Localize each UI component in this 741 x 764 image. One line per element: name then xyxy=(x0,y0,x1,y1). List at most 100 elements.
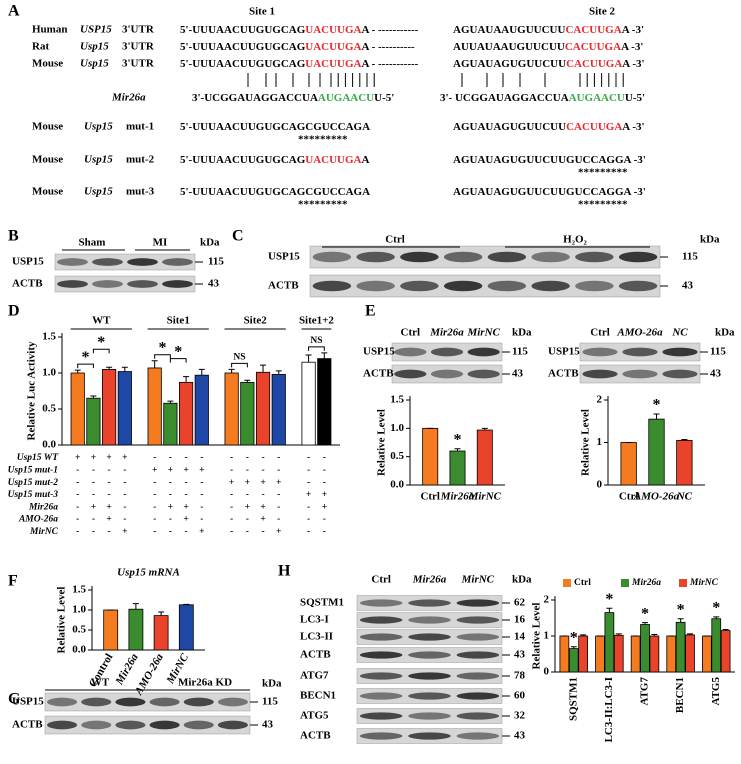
significance: * xyxy=(159,339,167,356)
design-cell: - xyxy=(246,490,249,500)
design-cell: - xyxy=(153,515,156,525)
sequence: AGUAUAAUGUUCUUCACUUGAA -3' xyxy=(453,24,644,36)
sequence-segment: AGUAUAGUGUUCUUGUCCAGGA -3' xyxy=(453,186,646,198)
error-bar xyxy=(198,368,205,376)
design-cell: - xyxy=(261,490,264,500)
sequence: AGUAUAGUGUUCUUCACUUGAA -3' xyxy=(453,121,645,133)
design-cell: - xyxy=(307,478,310,488)
bar xyxy=(117,371,132,446)
sequence: AGUAUAGUGUUCUUGUCCAGGA -3' xyxy=(453,186,646,198)
species: Mouse xyxy=(32,58,63,70)
band xyxy=(359,616,403,624)
design-cell: - xyxy=(277,490,280,500)
significance: * xyxy=(653,397,661,414)
error-bar xyxy=(321,352,328,359)
error-bar xyxy=(677,618,684,623)
lane-label: MirNC xyxy=(466,327,500,339)
mutation-stars: ********* xyxy=(298,199,348,211)
kda-unit: kDa xyxy=(700,234,720,246)
x-tick-label: Ctrl xyxy=(420,491,440,503)
design-cell: - xyxy=(230,490,233,500)
lane-label: NC xyxy=(671,327,688,339)
design-cell: - xyxy=(246,465,249,475)
group-label: WT xyxy=(91,677,110,689)
design-cell: - xyxy=(76,465,79,475)
kda-label: 62 xyxy=(514,597,526,609)
group-label: Sham xyxy=(79,237,106,249)
blot-label: USP15 xyxy=(12,256,44,268)
design-cell: + xyxy=(91,453,96,463)
kda-unit: kDa xyxy=(262,678,282,690)
error-bar xyxy=(260,364,267,373)
group-label: WT xyxy=(92,315,111,327)
y-axis-label: Relative Level xyxy=(580,409,592,476)
x-tick-label: BECN1 xyxy=(674,677,686,713)
group-label: H₂O₂ xyxy=(563,234,587,246)
gene: Usp15 xyxy=(84,121,113,133)
sequence-segment: A -3' xyxy=(622,58,644,70)
group-label: MI xyxy=(153,237,168,249)
sig-bracket xyxy=(77,363,94,369)
kda-label: 115 xyxy=(208,256,224,268)
sequence-segment: A -3' xyxy=(621,41,643,53)
design-row-label: Usp15 mut-2 xyxy=(8,478,59,488)
bar xyxy=(163,402,178,446)
y-tick-label: 1.5 xyxy=(42,331,56,343)
y-tick-label: 1 xyxy=(544,630,550,642)
gene: Usp15 xyxy=(80,58,109,70)
design-cell: + xyxy=(276,478,281,488)
site-label: Site 2 xyxy=(589,6,615,18)
band xyxy=(149,697,180,707)
sequence-segment: A - ---------- xyxy=(362,41,415,53)
mutant-name: mut-1 xyxy=(126,121,154,133)
band xyxy=(467,347,500,357)
blot-label: LC3-I xyxy=(300,614,329,626)
error-bar xyxy=(158,611,165,616)
blot-label: USP15 xyxy=(548,346,580,358)
y-tick-label: 1.0 xyxy=(72,604,86,616)
bar xyxy=(317,358,332,446)
blot-label: BECN1 xyxy=(300,690,336,702)
bar xyxy=(613,634,624,673)
y-tick-label: 2 xyxy=(544,594,550,606)
error-bar xyxy=(713,616,720,619)
sequence-segment: CACUUGA xyxy=(565,24,621,36)
band xyxy=(149,720,180,730)
design-cell: - xyxy=(169,490,172,500)
band xyxy=(115,697,146,707)
design-cell: - xyxy=(261,453,264,463)
design-cell: - xyxy=(184,453,187,463)
design-cell: - xyxy=(307,527,310,537)
mutation-stars: ********* xyxy=(578,167,628,179)
design-cell: + xyxy=(122,453,127,463)
y-tick-label: 0.5 xyxy=(42,403,56,415)
sequence-segment: AGUAUAGUGUUCUUGUCCAGGA -3' xyxy=(453,154,646,166)
design-cell: - xyxy=(261,465,264,475)
sequence: AUUAUAAUGUUCUUCACUUGAA -3' xyxy=(453,41,643,53)
sequence-segment: A -3' xyxy=(622,24,644,36)
bar xyxy=(604,612,615,673)
sequence-segment: 5'-UUUAACUUGUGCAG xyxy=(180,154,306,166)
kda-unit: kDa xyxy=(512,574,532,586)
band xyxy=(408,712,451,720)
band xyxy=(400,251,439,263)
panel-label: B xyxy=(8,228,19,245)
band xyxy=(456,651,500,659)
sequence-segment: A - ----------- xyxy=(362,58,419,70)
design-cell: + xyxy=(183,515,188,525)
sig-bracket xyxy=(169,358,187,363)
kda-label: 43 xyxy=(514,730,526,742)
error-bar xyxy=(570,646,577,649)
band xyxy=(162,280,193,288)
band xyxy=(183,720,214,730)
error-bar xyxy=(121,366,128,372)
design-cell: - xyxy=(169,515,172,525)
band xyxy=(430,347,464,357)
x-tick-label: LC3-II:LC3-I xyxy=(603,677,615,742)
design-row-label: Usp15 mut-1 xyxy=(8,465,58,475)
error-bar xyxy=(90,395,97,399)
significance: NS xyxy=(310,336,322,346)
design-cell: - xyxy=(230,515,233,525)
band xyxy=(662,369,698,379)
band xyxy=(359,732,403,740)
